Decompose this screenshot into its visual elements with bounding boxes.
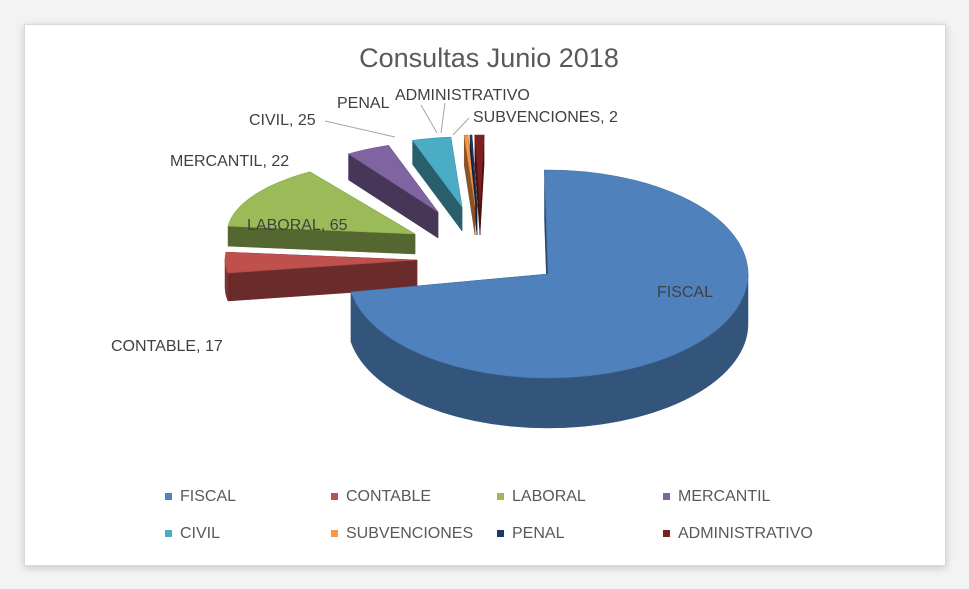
slice-label-laboral: LABORAL, 65 [247,217,348,234]
legend-label: CONTABLE [346,488,431,505]
leader-line-subvenciones [452,117,470,136]
slices-layer [224,134,749,429]
legend-item-administrativo: ADMINISTRATIVO [663,525,813,542]
legend-swatch [663,493,670,500]
slice-label-administrativo: ADMINISTRATIVO [395,87,530,104]
slice-label-mercantil: MERCANTIL, 22 [170,153,289,170]
legend-label: LABORAL [512,488,586,505]
legend-item-laboral: LABORAL [497,488,586,505]
legend-label: PENAL [512,525,565,542]
pie-slice-mercantil [347,144,439,239]
legend-swatch [331,493,338,500]
pie-slice-administrativo [474,134,485,236]
legend-item-contable: CONTABLE [331,488,431,505]
legend-label: SUBVENCIONES [346,525,473,542]
legend-swatch [663,530,670,537]
chart-card: Consultas Junio 2018 FISCAL CONTABLE, 17 L… [24,24,946,566]
pie-slice-civil [412,136,463,232]
leader-line-penal [420,104,438,134]
slice-label-civil: CIVIL, 25 [249,112,316,129]
slice-label-subvenciones: SUBVENCIONES, 2 [473,109,618,126]
pie-slice-fiscal [350,169,749,429]
slice-label-contable: CONTABLE, 17 [111,338,223,355]
slice-label-fiscal: FISCAL [657,284,713,301]
legend-swatch [497,493,504,500]
legend-label: ADMINISTRATIVO [678,525,813,542]
legend-label: FISCAL [180,488,236,505]
leader-line-administrativo [440,102,446,134]
legend-swatch [165,493,172,500]
legend-swatch [331,530,338,537]
legend-item-penal: PENAL [497,525,565,542]
pie-slice-subvenciones [463,134,476,236]
legend-swatch [497,530,504,537]
legend-label: MERCANTIL [678,488,771,505]
chart-title: Consultas Junio 2018 [359,43,619,73]
pie-chart: Consultas Junio 2018 FISCAL CONTABLE, 17 L… [111,43,813,542]
leader-line-civil [324,120,396,138]
pie-slice-laboral [227,171,416,255]
legend-item-mercantil: MERCANTIL [663,488,771,505]
legend-swatch [165,530,172,537]
legend-item-fiscal: FISCAL [165,488,236,505]
leader-lines [324,102,470,138]
legend-item-subvenciones: SUBVENCIONES [331,525,473,542]
legend: FISCAL CONTABLE LABORAL MERCANTIL CIVIL SUBVE… [165,488,813,542]
slice-labels: FISCAL CONTABLE, 17 LABORAL, 65 MERCANTIL, … [111,87,713,355]
legend-item-civil: CIVIL [165,525,220,542]
legend-label: CIVIL [180,525,220,542]
slice-label-penal: PENAL [337,95,390,112]
